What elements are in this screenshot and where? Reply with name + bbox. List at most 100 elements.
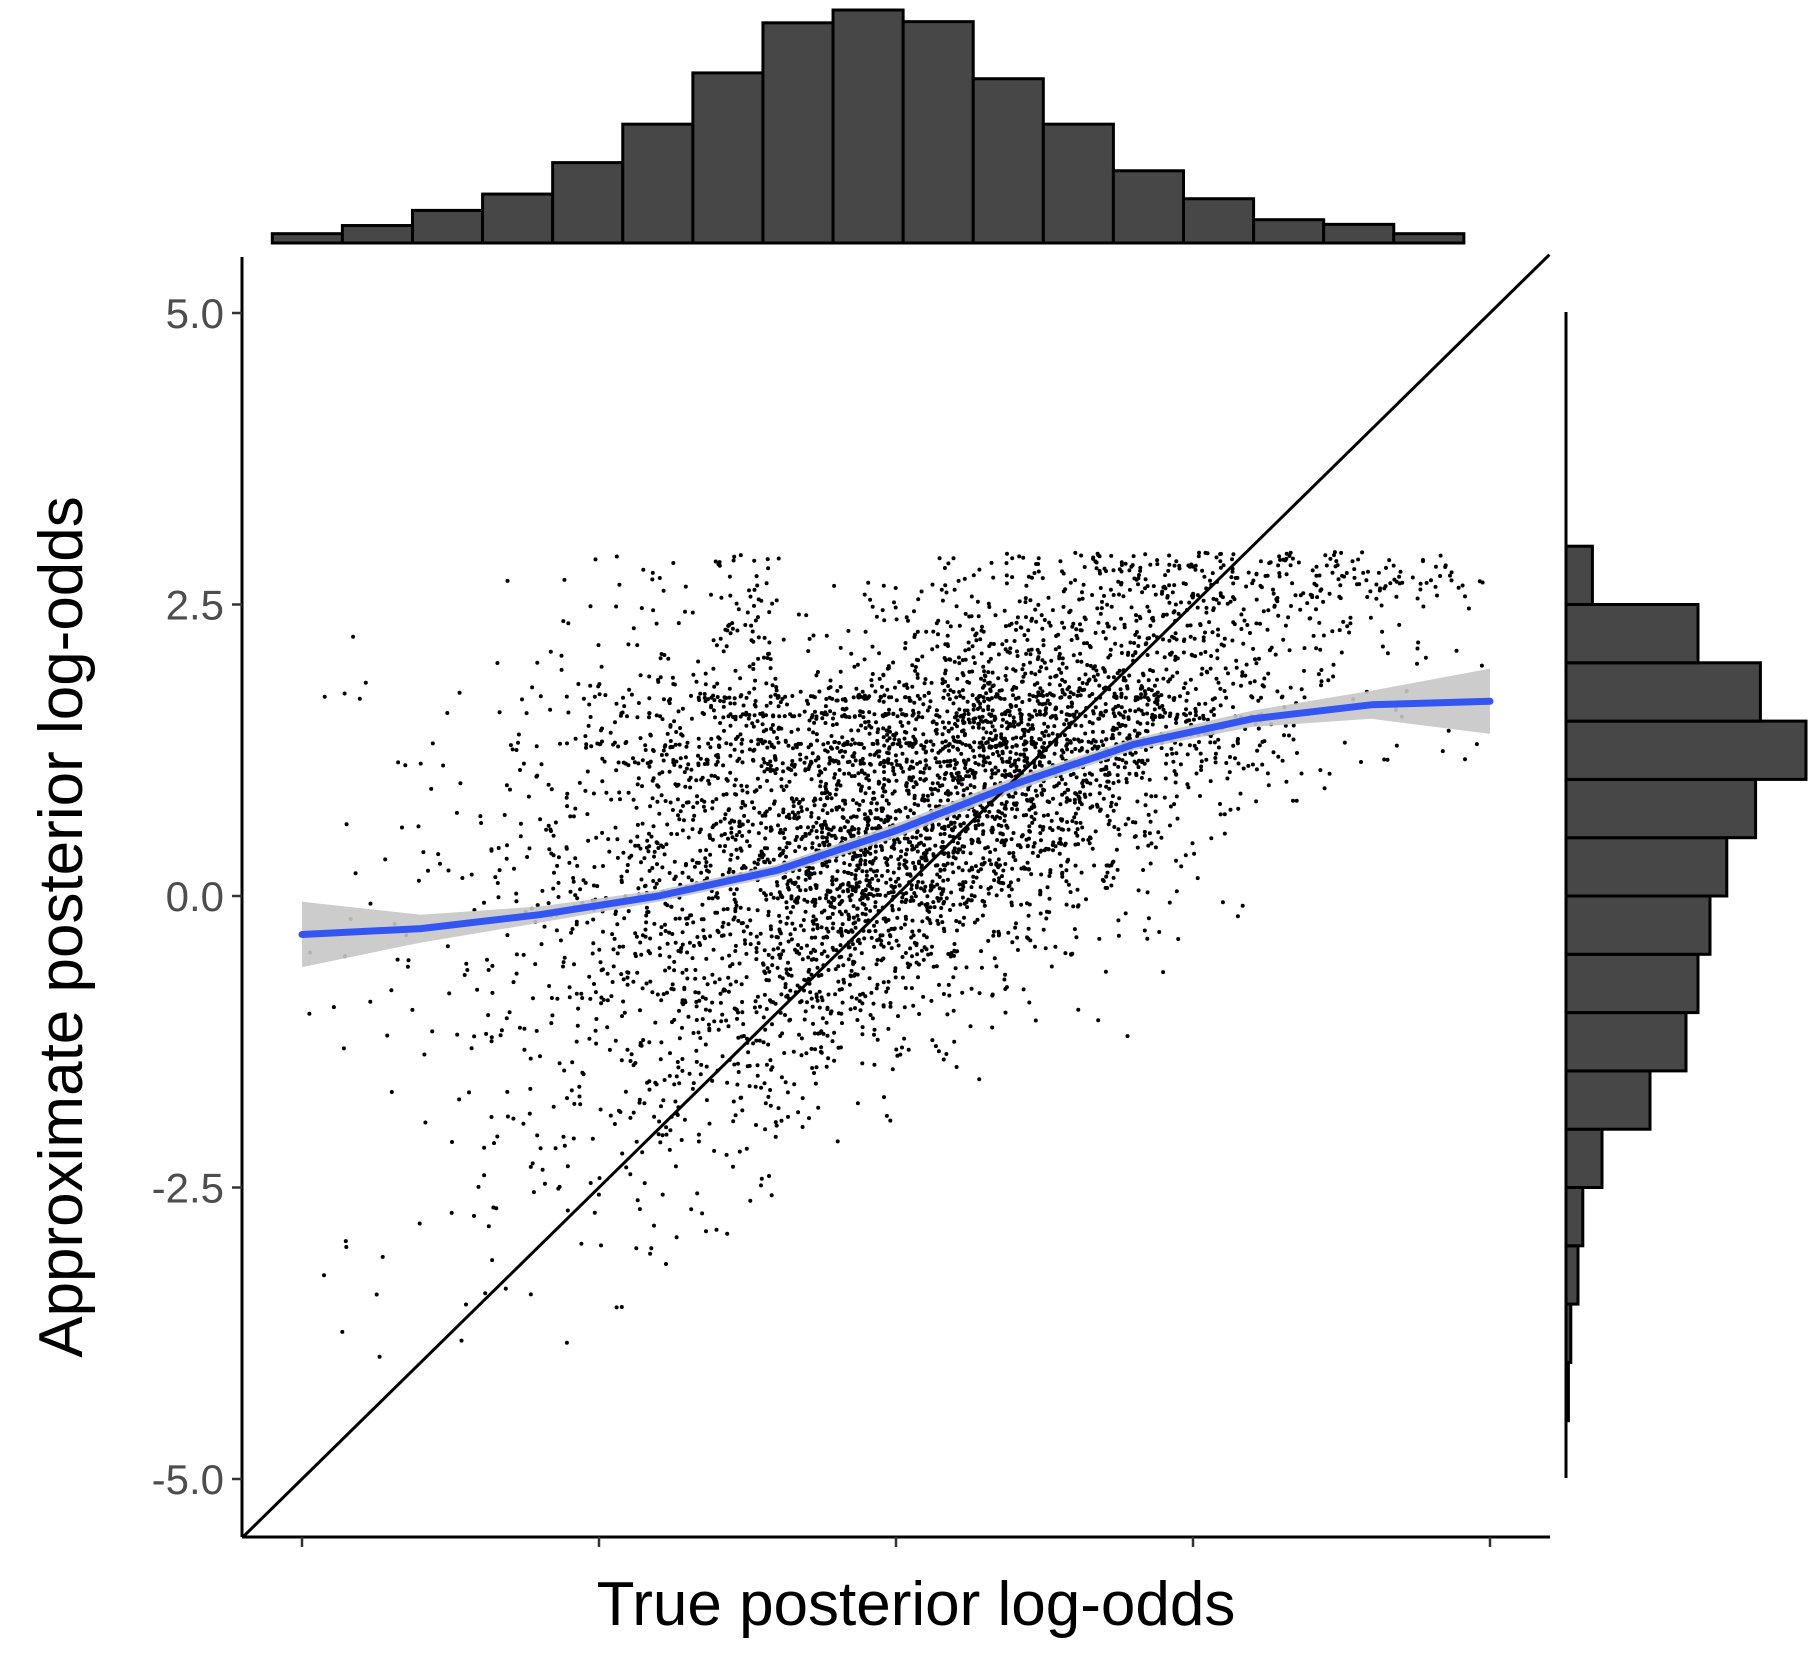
scatter-point [1148, 861, 1153, 866]
scatter-point [1102, 593, 1106, 598]
scatter-point [701, 928, 706, 933]
scatter-point [663, 922, 667, 927]
scatter-point [824, 1064, 829, 1069]
scatter-point [765, 656, 770, 660]
scatter-point [822, 949, 827, 954]
scatter-point [1032, 841, 1037, 846]
scatter-point [896, 943, 901, 948]
scatter-point [1398, 569, 1403, 574]
scatter-point [686, 835, 691, 840]
scatter-point [882, 777, 887, 781]
scatter-point [900, 723, 905, 728]
scatter-point [836, 979, 841, 984]
scatter-point [856, 827, 861, 831]
scatter-point [952, 942, 957, 946]
scatter-point [917, 928, 922, 933]
top-hist-bar-14 [1252, 218, 1326, 245]
scatter-point [991, 752, 995, 756]
scatter-point [866, 929, 871, 934]
scatter-point [753, 618, 758, 623]
scatter-point [767, 969, 772, 974]
scatter-point [706, 896, 711, 901]
scatter-point [493, 875, 498, 880]
scatter-point [1189, 562, 1194, 567]
scatter-point [892, 926, 897, 931]
scatter-point [731, 1164, 735, 1169]
scatter-point [870, 861, 875, 866]
scatter-point [752, 1005, 757, 1010]
scatter-point [1198, 794, 1202, 798]
scatter-point [739, 1095, 744, 1100]
scatter-point [1197, 716, 1202, 721]
scatter-point [684, 744, 689, 749]
scatter-point [1104, 874, 1109, 879]
scatter-point [784, 845, 789, 850]
scatter-point [1026, 722, 1031, 727]
scatter-point [1443, 563, 1448, 568]
scatter-point [672, 859, 677, 864]
scatter-point [1429, 578, 1433, 583]
scatter-point [830, 696, 835, 701]
scatter-point [897, 680, 902, 684]
scatter-point [773, 692, 778, 697]
scatter-point [964, 774, 969, 779]
scatter-point [1033, 672, 1038, 677]
scatter-point [728, 932, 733, 937]
scatter-point [1232, 597, 1237, 602]
scatter-point [1106, 624, 1111, 629]
scatter-point [517, 1025, 522, 1030]
scatter-point [609, 797, 614, 802]
scatter-point [1058, 695, 1063, 700]
scatter-point [1023, 600, 1028, 605]
scatter-point [957, 836, 962, 841]
scatter-point [879, 942, 884, 947]
scatter-point [800, 957, 805, 962]
scatter-point [984, 691, 989, 696]
scatter-point [1040, 658, 1045, 663]
scatter-point [1029, 872, 1034, 877]
scatter-point [1173, 602, 1178, 607]
scatter-point [860, 1025, 865, 1030]
scatter-point [863, 720, 868, 725]
scatter-point [1083, 672, 1088, 677]
scatter-point [980, 862, 985, 867]
scatter-point [1289, 604, 1293, 608]
scatter-point [584, 745, 588, 750]
scatter-point [729, 830, 734, 835]
scatter-point [1035, 657, 1040, 662]
scatter-point [586, 838, 591, 843]
scatter-point [464, 961, 469, 966]
scatter-point [1074, 627, 1079, 632]
scatter-point [1057, 645, 1062, 650]
scatter-point [1449, 578, 1454, 583]
right-hist-bar-3 [1564, 1186, 1585, 1248]
scatter-point [904, 682, 909, 687]
scatter-point [1033, 607, 1038, 612]
scatter-point [612, 936, 617, 941]
scatter-point [830, 875, 835, 880]
scatter-point [733, 777, 738, 782]
scatter-point [815, 670, 820, 674]
scatter-point [612, 740, 617, 745]
scatter-point [716, 743, 721, 748]
scatter-point [1095, 606, 1100, 611]
scatter-point [1067, 610, 1072, 615]
scatter-point [966, 640, 971, 645]
scatter-point [405, 964, 410, 969]
scatter-point [1052, 724, 1057, 729]
scatter-point [656, 1132, 661, 1137]
scatter-point [1224, 695, 1229, 700]
scatter-point [929, 828, 934, 832]
scatter-point [1162, 795, 1167, 800]
scatter-point [1032, 817, 1037, 822]
scatter-point [680, 828, 685, 833]
scatter-point [615, 951, 620, 956]
scatter-point [850, 888, 855, 892]
scatter-point [744, 695, 749, 700]
scatter-point [686, 762, 691, 767]
scatter-point [922, 778, 927, 783]
scatter-point [938, 784, 942, 789]
scatter-point [663, 901, 668, 906]
scatter-point [1060, 874, 1065, 879]
scatter-point [909, 887, 914, 891]
